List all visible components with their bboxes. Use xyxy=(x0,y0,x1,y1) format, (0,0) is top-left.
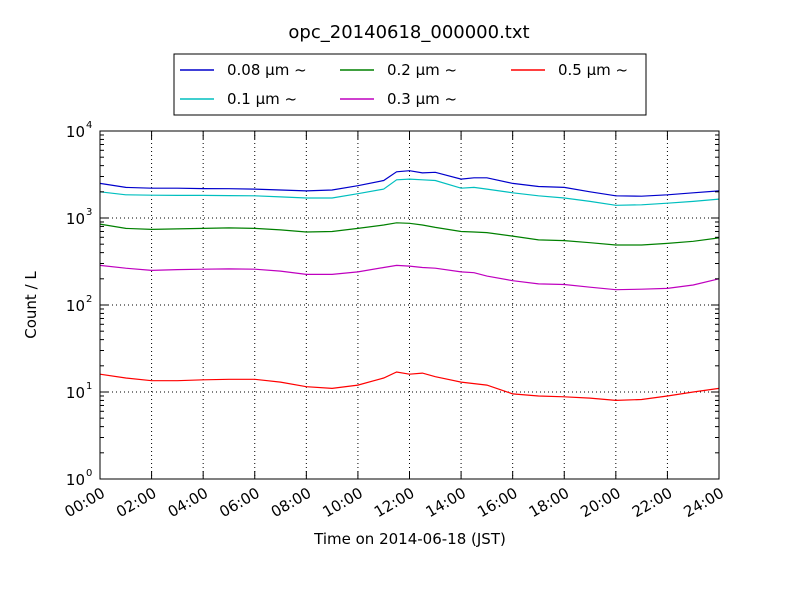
legend-item: 0.5 μm ~ xyxy=(511,61,628,79)
y-tick-label: 10 2 xyxy=(66,294,92,315)
x-axis: 00:00 02:00 04:00 06:00 08:00 10:00 12:00 14:00… xyxy=(62,131,727,521)
x-tick-label: 18:00 xyxy=(526,484,572,521)
legend-item: 0.1 μm ~ xyxy=(180,90,297,108)
y-tick-label: 10 1 xyxy=(66,381,92,402)
x-tick-label: 22:00 xyxy=(629,484,675,521)
legend-label: 0.5 μm ~ xyxy=(558,61,628,79)
x-tick-label: 20:00 xyxy=(577,484,623,521)
y-tick-label: 10 4 xyxy=(66,120,92,141)
series-line-0.5 xyxy=(99,371,720,402)
legend: 0.08 μm ~ 0.1 μm ~ 0.2 μm ~ 0.3 μm ~ 0.5 μm … xyxy=(173,53,647,116)
x-tick-label: 00:00 xyxy=(62,484,108,521)
x-tick-label: 12:00 xyxy=(371,484,417,521)
legend-label: 0.08 μm ~ xyxy=(227,61,307,79)
x-tick-label: 04:00 xyxy=(165,484,211,521)
series-line-0.3 xyxy=(99,264,720,291)
x-tick-label: 08:00 xyxy=(268,484,314,521)
x-tick-label: 06:00 xyxy=(216,484,262,521)
y-tick-base: 10 xyxy=(66,210,85,228)
y-tick-base: 10 xyxy=(66,471,85,489)
y-tick-exponent: 1 xyxy=(86,381,92,392)
y-tick-exponent: 0 xyxy=(86,468,92,479)
y-tick-label: 10 3 xyxy=(66,207,92,228)
x-tick-label: 02:00 xyxy=(113,484,159,521)
chart-title: opc_20140618_000000.txt xyxy=(288,22,529,43)
grid xyxy=(100,131,719,479)
y-tick-label: 10 0 xyxy=(66,468,92,489)
x-tick-label: 14:00 xyxy=(423,484,469,521)
y-axis-label: Count / L xyxy=(22,271,40,339)
y-tick-exponent: 2 xyxy=(86,294,92,305)
series-line-0.2 xyxy=(99,222,720,246)
series-layer xyxy=(99,170,720,402)
y-tick-exponent: 3 xyxy=(86,207,92,218)
y-tick-base: 10 xyxy=(66,297,85,315)
legend-item: 0.3 μm ~ xyxy=(340,90,457,108)
x-tick-label: 16:00 xyxy=(474,484,520,521)
legend-item: 0.08 μm ~ xyxy=(180,61,307,79)
x-axis-label: Time on 2014-06-18 (JST) xyxy=(313,530,506,548)
y-tick-exponent: 4 xyxy=(86,120,92,131)
legend-label: 0.2 μm ~ xyxy=(387,61,457,79)
legend-frame xyxy=(173,53,647,116)
y-tick-base: 10 xyxy=(66,123,85,141)
series-line-0.1 xyxy=(99,178,720,206)
y-tick-base: 10 xyxy=(66,384,85,402)
legend-label: 0.3 μm ~ xyxy=(387,90,457,108)
x-tick-label: 10:00 xyxy=(319,484,365,521)
x-tick-label: 24:00 xyxy=(681,484,727,521)
legend-item: 0.2 μm ~ xyxy=(340,61,457,79)
series-line-0.08 xyxy=(99,170,720,197)
legend-label: 0.1 μm ~ xyxy=(227,90,297,108)
